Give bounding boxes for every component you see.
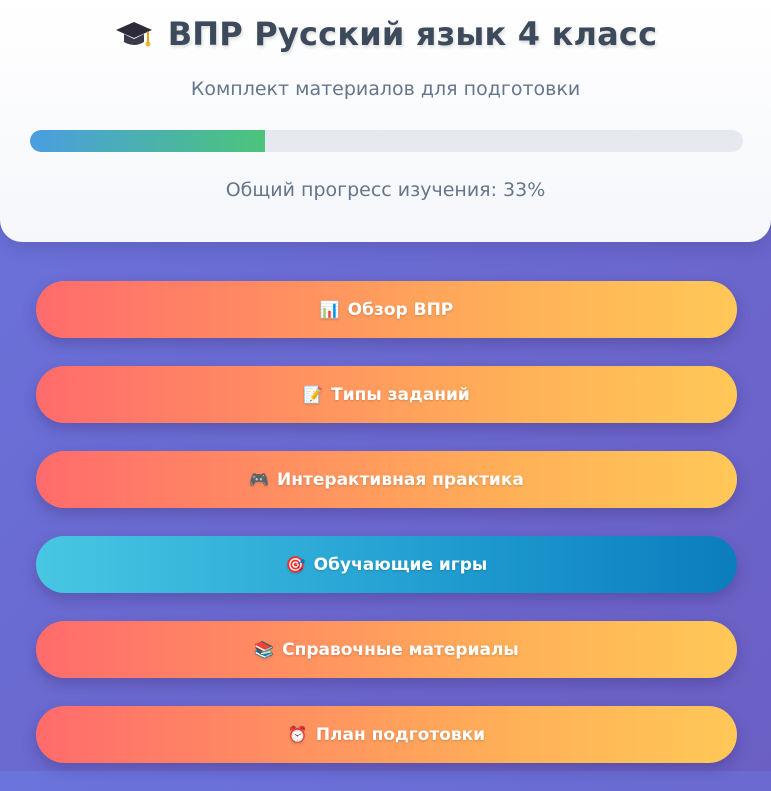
gamepad-icon: 🎮	[249, 470, 270, 489]
bar-chart-icon: 📊	[319, 300, 340, 319]
nav-button-overview[interactable]: 📊 Обзор ВПР	[36, 281, 737, 338]
progress-bar-fill	[30, 130, 266, 152]
nav-button-label: Обзор ВПР	[347, 299, 454, 320]
nav-button-label: Типы заданий	[331, 384, 470, 405]
nav-button-interactive-practice[interactable]: 🎮 Интерактивная практика	[36, 451, 737, 508]
page-title: ВПР Русский язык 4 класс	[0, 14, 771, 54]
memo-icon: 📝	[303, 385, 324, 404]
graduation-cap-icon	[114, 14, 154, 54]
page-subtitle: Комплект материалов для подготовки	[190, 78, 581, 100]
header-panel: ВПР Русский язык 4 класс Комплект матери…	[0, 0, 771, 242]
nav-button-label: План подготовки	[315, 724, 486, 745]
books-icon: 📚	[254, 640, 275, 659]
nav-button-learning-games[interactable]: 🎯 Обучающие игры	[36, 536, 737, 593]
progress-bar	[30, 130, 743, 152]
progress-label: Общий прогресс изучения: 33%	[225, 179, 546, 201]
nav-button-label: Интерактивная практика	[277, 469, 524, 490]
nav-button-label: Обучающие игры	[313, 554, 488, 575]
alarm-clock-icon: ⏰	[287, 725, 308, 744]
target-icon: 🎯	[285, 555, 306, 574]
nav-button-label: Справочные материалы	[282, 639, 519, 660]
nav-button-reference[interactable]: 📚 Справочные материалы	[36, 621, 737, 678]
nav-button-study-plan[interactable]: ⏰ План подготовки	[36, 706, 737, 763]
nav-menu: 📊 Обзор ВПР 📝 Типы заданий 🎮 Интерактивн…	[36, 281, 737, 791]
nav-button-task-types[interactable]: 📝 Типы заданий	[36, 366, 737, 423]
page-title-text: ВПР Русский язык 4 класс	[167, 15, 658, 53]
